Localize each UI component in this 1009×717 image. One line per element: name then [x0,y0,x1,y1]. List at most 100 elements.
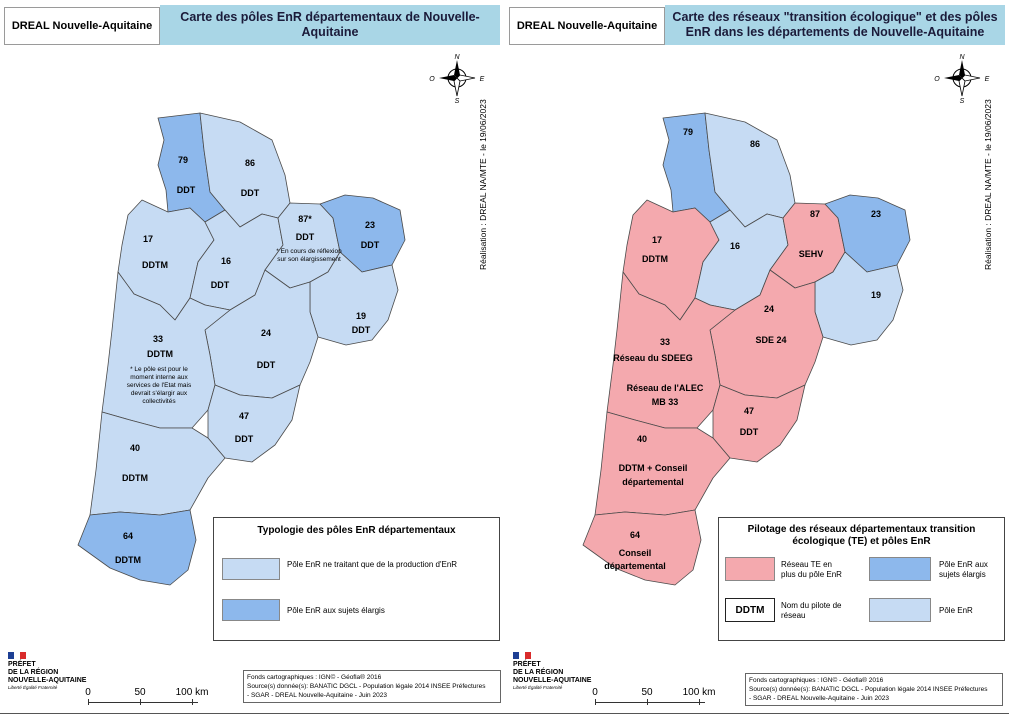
prefet-logo: PRÉFET DE LA RÉGION NOUVELLE-AQUITAINE L… [513,652,591,690]
dept-40 [89,411,226,516]
label-23-num: 23 [365,220,375,230]
flag-icon [513,652,531,659]
label-17-num: 17 [143,234,153,244]
legend-pilot-box: DDTM [725,598,775,622]
label-17-pilot: DDTM [142,260,168,270]
label-87-num: 87* [298,214,312,224]
label-87-pilot: SEHV [799,249,824,259]
prefet-motto: Liberté Égalité Fraternité [8,685,58,690]
label-24-pilot: SDE 24 [755,335,786,345]
compass-s: S [455,98,460,104]
legend-item-1: Pôle EnR ne traitant que de la productio… [287,560,458,569]
label-47-num: 47 [744,406,754,416]
sources-box: Fonds cartographiques : IGN© - Géofla® 2… [745,673,1003,706]
legend: Pilotage des réseaux départementaux tran… [718,517,1005,641]
label-16-num: 16 [221,256,231,266]
dept-64 [77,509,197,586]
legend-title: Pilotage des réseaux départementaux tran… [719,524,1004,548]
label-16-pilot: DDT [211,280,230,290]
label-24-pilot: DDT [257,360,276,370]
label-40-pilot2: départemental [622,477,684,487]
scale-100: 100 km [175,687,209,698]
sources-line2: Source(s) donnée(s): BANATIC DGCL - Popu… [749,686,988,693]
compass-n: N [454,54,460,61]
label-33-pilot3: MB 33 [652,397,679,407]
label-19-pilot: DDT [352,325,371,335]
label-87-pilot: DDT [296,232,315,242]
scale-0: 0 [592,687,598,698]
compass-rose-icon: N S E O [429,54,485,104]
label-79-num: 79 [178,155,188,165]
label-87-num: 87 [810,209,820,219]
prefet-line1: PRÉFET [8,661,36,668]
dept-47 [207,384,301,463]
label-47-num: 47 [239,411,249,421]
legend-swatch-light [869,598,931,622]
legend-swatch-dark [869,557,931,581]
compass-n: N [959,54,965,61]
label-33-pilot2: Réseau de l'ALEC [627,383,704,393]
org-label: DREAL Nouvelle-Aquitaine [509,7,665,45]
label-86-num: 86 [245,158,255,168]
scale-bar: 0 50 100 km [85,687,208,709]
scale-bar: 0 50 100 km [592,687,715,709]
label-40-pilot: DDTM [122,473,148,483]
label-24-num: 24 [764,304,774,314]
department-map: 79 DDT 86 DDT 87* DDT 23 DDT 17 DDTM 16 … [77,112,406,586]
legend-item-2: Pôle EnR aux sujets élargis [287,606,385,615]
legend-swatch-light [222,558,280,580]
label-64-pilot1: Conseil [619,548,652,558]
label-19-num: 19 [871,290,881,300]
compass-e: E [480,76,485,83]
label-47-pilot: DDT [740,427,759,437]
prefet-line2: DE LA RÉGION [8,669,59,676]
label-23-num: 23 [871,209,881,219]
sources-line3: - SGAR - DREAL Nouvelle-Aquitaine - Juin… [749,695,889,702]
dept-33 [606,271,736,429]
org-label: DREAL Nouvelle-Aquitaine [4,7,160,45]
right-map-panel: DREAL Nouvelle-Aquitaine Carte des résea… [505,0,1009,717]
legend-swatch-dark [222,599,280,621]
note-87: * En cours de réflexion sur son élargiss… [276,248,342,263]
prefet-line2: DE LA RÉGION [513,669,564,676]
compass-s: S [960,98,965,104]
sources-box: Fonds cartographiques : IGN© - Géofla® 2… [243,670,501,703]
label-33-num: 33 [153,334,163,344]
label-86-pilot: DDT [241,188,260,198]
flag-icon [8,652,26,659]
label-47-pilot: DDT [235,434,254,444]
label-64-pilot2: départemental [604,561,666,571]
label-40-num: 40 [637,434,647,444]
compass-w: O [934,76,940,83]
department-map: 79 86 87 SEHV 23 17 DDTM 16 19 24 SDE 24… [582,112,911,586]
prefet-logo: PRÉFET DE LA RÉGION NOUVELLE-AQUITAINE L… [8,652,86,690]
dept-19 [309,251,399,346]
dept-64 [582,509,702,586]
legend: Typologie des pôles EnR départementaux P… [213,517,500,641]
bottom-rule [0,713,1009,714]
label-40-num: 40 [130,443,140,453]
scale-50: 50 [134,687,146,698]
sources-line1: Fonds cartographiques : IGN© - Géofla® 2… [749,677,884,684]
label-33-pilot: DDTM [147,349,173,359]
compass-rose-icon: N S E O [934,54,990,104]
sources-line3: - SGAR - DREAL Nouvelle-Aquitaine - Juin… [247,692,387,699]
scale-0: 0 [85,687,91,698]
label-23-pilot: DDT [361,240,380,250]
map-title: Carte des pôles EnR départementaux de No… [160,5,500,45]
prefet-motto: Liberté Égalité Fraternité [513,685,563,690]
legend-item-te: Réseau TE en plus du pôle EnR [781,560,842,579]
label-64-num: 64 [123,531,133,541]
scale-100: 100 km [682,687,716,698]
map-title: Carte des réseaux "transition écologique… [665,5,1005,45]
label-79-num: 79 [683,127,693,137]
prefet-line3: NOUVELLE-AQUITAINE [513,677,592,684]
compass-e: E [985,76,990,83]
legend-title: Typologie des pôles EnR départementaux [257,525,456,536]
label-33-num: 33 [660,337,670,347]
dept-47 [712,384,806,463]
note-33: * Le pôle est pour le moment interne aux… [126,366,192,405]
legend-item-enr: Pôle EnR [939,606,973,615]
dept-33 [101,271,231,429]
compass-w: O [429,76,435,83]
